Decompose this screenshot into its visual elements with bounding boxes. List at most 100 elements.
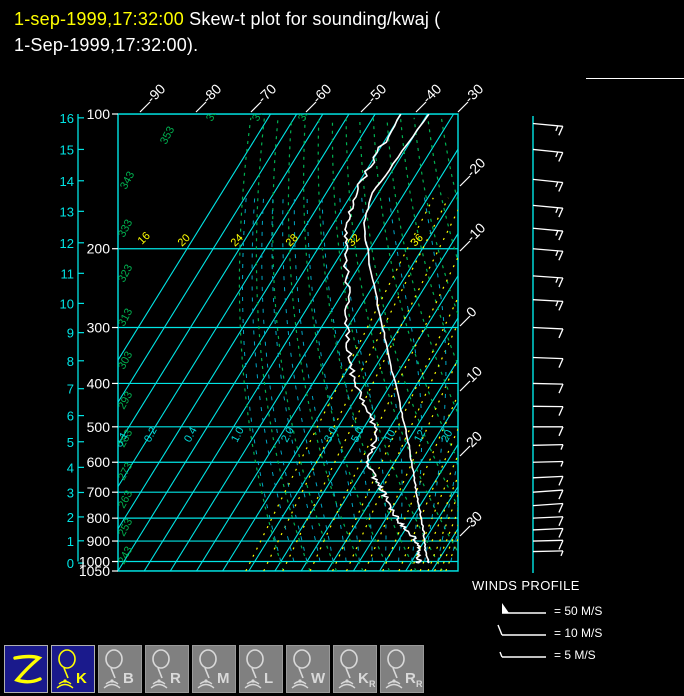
- balloon-sounding-icon: [103, 649, 123, 689]
- svg-text:9: 9: [67, 326, 74, 341]
- svg-text:0.2: 0.2: [142, 425, 160, 444]
- tool-button-sublabel: R: [416, 679, 423, 689]
- svg-text:10: 10: [463, 363, 485, 385]
- balloon-sounding-icon: [244, 649, 264, 689]
- tool-button-sounding-k[interactable]: K: [51, 645, 95, 693]
- tool-button-label: M: [217, 670, 230, 687]
- axis-ticks: [77, 101, 471, 572]
- svg-text:600: 600: [87, 454, 111, 470]
- header-rule: [586, 78, 684, 79]
- svg-text:-20: -20: [463, 154, 489, 180]
- svg-text:8: 8: [67, 354, 74, 369]
- svg-text:100: 100: [87, 106, 111, 122]
- tool-button-zoom-tool[interactable]: [4, 645, 48, 693]
- tool-button-label: K: [358, 670, 369, 687]
- mixing-ratio-lines: [245, 197, 458, 571]
- tool-button-label: B: [123, 670, 134, 687]
- svg-text:6: 6: [67, 409, 74, 424]
- legend-half-barb-5: [499, 651, 546, 658]
- svg-text:7: 7: [67, 382, 74, 397]
- balloon-sounding-icon: [385, 649, 405, 689]
- svg-text:500: 500: [87, 419, 111, 435]
- svg-text:353: 353: [158, 125, 177, 147]
- svg-text:24: 24: [229, 232, 246, 249]
- svg-text:14: 14: [60, 174, 74, 189]
- svg-text:-60: -60: [309, 80, 335, 106]
- svg-text:383: 383: [296, 102, 315, 124]
- page-title: 1-sep-1999,17:32:00 Skew-t plot for soun…: [14, 6, 674, 58]
- balloon-sounding-icon: [197, 649, 217, 689]
- legend-label-50: = 50 M/S: [554, 604, 603, 618]
- title-description: Skew-t plot for sounding/kwaj (: [183, 9, 441, 29]
- svg-text:20: 20: [439, 428, 455, 444]
- svg-text:1.0: 1.0: [229, 425, 247, 444]
- tool-button-sounding-m[interactable]: M: [192, 645, 236, 693]
- tool-button-sounding-l[interactable]: L: [239, 645, 283, 693]
- winds-legend-symbols: [497, 603, 546, 658]
- balloon-sounding-icon: [150, 649, 170, 689]
- svg-text:-40: -40: [419, 80, 445, 106]
- balloon-sounding-icon: [56, 649, 76, 689]
- svg-text:313: 313: [116, 307, 135, 329]
- svg-text:363: 363: [204, 102, 223, 124]
- svg-text:0: 0: [463, 303, 480, 320]
- svg-text:16: 16: [60, 111, 74, 126]
- title-timestamp: 1-sep-1999,17:32:00: [14, 9, 184, 29]
- svg-text:10: 10: [382, 428, 398, 444]
- svg-text:333: 333: [116, 218, 135, 240]
- svg-text:16: 16: [136, 230, 153, 247]
- isotherm-lines: [118, 114, 458, 571]
- svg-text:20: 20: [463, 428, 485, 450]
- title-line2: 1-Sep-1999,17:32:00).: [14, 35, 199, 55]
- legend-full-barb-10: [497, 624, 546, 636]
- svg-text:800: 800: [87, 510, 111, 526]
- sounding-traces: [342, 114, 430, 564]
- legend-pennant-50: [502, 603, 546, 614]
- svg-text:12: 12: [60, 236, 74, 251]
- winds-legend-title: WINDS PROFILE: [472, 578, 580, 593]
- svg-text:293: 293: [116, 390, 135, 412]
- svg-text:0: 0: [67, 556, 74, 571]
- balloon-sounding-icon: [338, 649, 358, 689]
- svg-text:20: 20: [176, 232, 193, 249]
- tool-button-label: R: [405, 670, 416, 687]
- svg-text:4: 4: [67, 460, 74, 475]
- tool-button-sounding-w[interactable]: W: [286, 645, 330, 693]
- svg-text:28: 28: [284, 232, 301, 249]
- svg-text:300: 300: [87, 320, 111, 336]
- tool-button-label: L: [264, 670, 274, 687]
- tool-button-sounding-r[interactable]: R: [145, 645, 189, 693]
- svg-text:15: 15: [60, 142, 74, 157]
- svg-text:-30: -30: [461, 80, 487, 106]
- svg-text:1: 1: [67, 534, 74, 549]
- z-glyph-icon: [13, 654, 43, 684]
- svg-text:253: 253: [116, 517, 135, 539]
- moist-adiabat-lines: [242, 192, 458, 562]
- balloon-sounding-icon: [291, 649, 311, 689]
- svg-text:-90: -90: [143, 80, 169, 106]
- tool-button-label: W: [311, 670, 326, 687]
- legend-label-10: = 10 M/S: [554, 626, 603, 640]
- svg-text:373: 373: [250, 102, 269, 124]
- svg-text:323: 323: [116, 263, 135, 285]
- svg-text:1050: 1050: [79, 563, 110, 579]
- tool-button-sublabel: R: [369, 679, 376, 689]
- svg-text:12: 12: [412, 428, 428, 444]
- tool-button-label: R: [170, 670, 181, 687]
- tool-button-sounding-b[interactable]: B: [98, 645, 142, 693]
- legend-label-5: = 5 M/S: [554, 648, 596, 662]
- svg-text:2: 2: [67, 510, 74, 525]
- svg-text:1000: 1000: [79, 554, 110, 570]
- isobar-lines: [118, 114, 458, 571]
- svg-text:200: 200: [87, 241, 111, 257]
- svg-text:-80: -80: [199, 80, 225, 106]
- svg-text:900: 900: [87, 533, 111, 549]
- wind-barbs: [532, 122, 564, 557]
- tool-button-label: K: [76, 670, 87, 687]
- svg-text:5.0: 5.0: [349, 425, 367, 444]
- svg-text:303: 303: [116, 350, 135, 372]
